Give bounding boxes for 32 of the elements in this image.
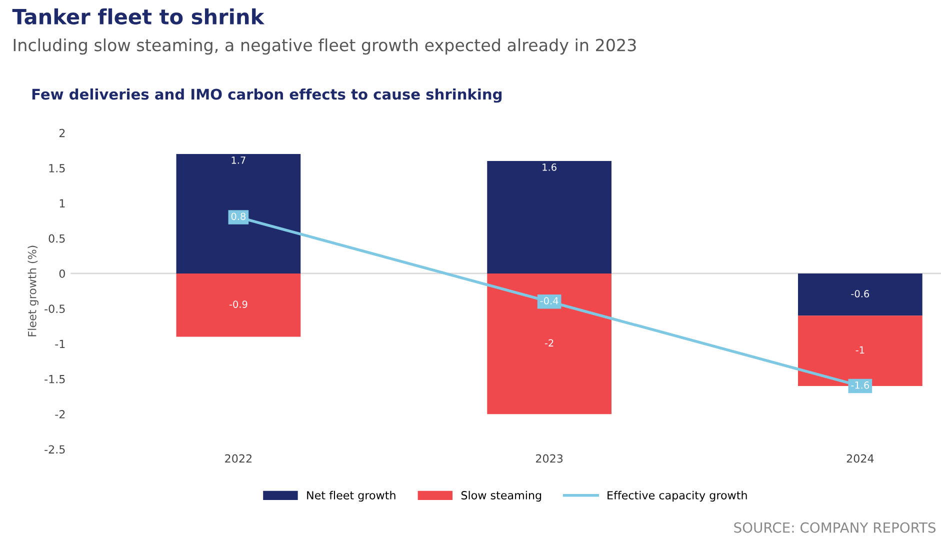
source-note: SOURCE: COMPANY REPORTS [734, 522, 936, 533]
chart-title: Tanker fleet to shrink [12, 8, 265, 25]
y-tick-label: -0.5 [44, 304, 65, 314]
y-tick-label: 2 [59, 128, 65, 138]
data-label: 1.7 [232, 156, 246, 164]
y-tick-label: 1.5 [49, 164, 65, 172]
data-label: -1 [856, 346, 864, 354]
text: Few deliveries and IMO carbon effects to cause shrinking [32, 88, 502, 103]
y-tick-label: 0 [59, 269, 65, 278]
data-label: -2 [544, 339, 554, 346]
y-tick-label: 0.5 [48, 234, 65, 243]
y-tick-label: -1.5 [44, 375, 65, 384]
data-label: -0.6 [851, 290, 870, 298]
bar [176, 154, 301, 274]
bar [487, 161, 612, 274]
legend-label: Net fleet growth [307, 490, 396, 502]
bar [176, 273, 301, 337]
y-tick-label: -2 [55, 410, 65, 418]
x-tick-label: 2023 [536, 454, 563, 463]
y-tick-label: -1 [55, 340, 65, 348]
chart-subtitle: Including slow steaming, a negative fleet growth expected already in 2023 [14, 38, 636, 55]
legend-label: Effective capacity growth [608, 490, 747, 502]
bar [798, 273, 922, 316]
data-label: -0.9 [229, 300, 248, 308]
legend-label: Slow steaming [461, 490, 542, 502]
data-label: 1.6 [542, 164, 556, 171]
bar [487, 273, 612, 414]
y-tick-label: -2.5 [44, 445, 65, 454]
y-tick-label: 1 [60, 199, 65, 208]
y-axis-title: Fleet growth (%) [28, 246, 38, 336]
x-tick-label: 2024 [846, 454, 874, 463]
x-tick-label: 2022 [225, 454, 252, 463]
